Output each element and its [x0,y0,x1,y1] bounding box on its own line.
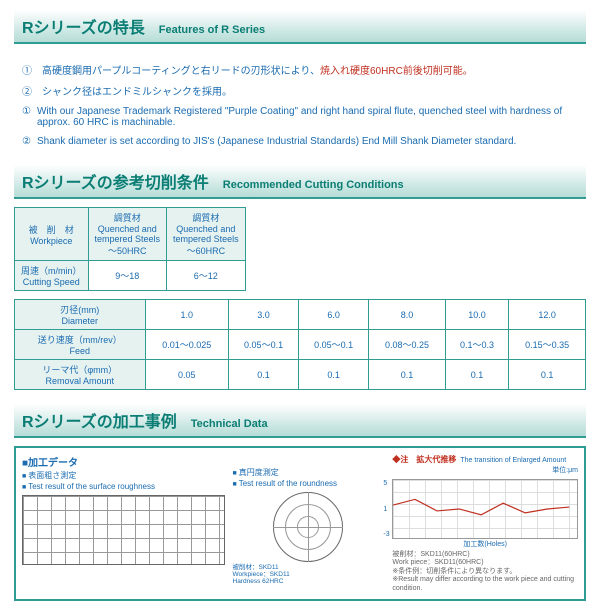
section2-jp: Rシリーズの参考切削条件 [22,169,209,193]
feat-en2-num: ② [22,136,31,147]
t2-h-dia: 刃径(mm)Diameter [15,300,146,330]
section2-en: Recommended Cutting Conditions [223,179,404,191]
feature-en-2: ② Shank diameter is set according to JIS… [22,136,578,147]
feat-jp1-a: ① 高硬度鋼用パープルコーティングと右リードの刃形状により、 [22,66,320,77]
t2-rem-3: 0.1 [369,360,446,390]
section-header-conditions: Rシリーズの参考切削条件 Recommended Cutting Conditi… [14,165,586,199]
r-unit: 単位:μm [392,465,578,475]
t2-dia-4: 10.0 [445,300,508,330]
table-speed: 被 削 材Workpiece 調質材Quenched andtempered S… [14,207,246,291]
t2-rem-0: 0.05 [145,360,229,390]
feat-en1-num: ① [22,106,31,128]
t2-row-dia: 刃径(mm)Diameter 1.0 3.0 6.0 8.0 10.0 12.0 [15,300,586,330]
t2-rem-5: 0.1 [509,360,586,390]
t2-feed-3: 0.08～0.25 [369,330,446,360]
feat-jp1-b: 焼入れ硬度60HRC前後切削可能。 [320,66,473,77]
roundness-chart [273,492,343,562]
t2-dia-0: 1.0 [145,300,229,330]
section-header-technical: Rシリーズの加工事例 Technical Data [14,404,586,438]
t2-feed-1: 0.05～0.1 [229,330,299,360]
x-axis-label: 加工数(Holes) [392,539,578,549]
feature-en-1: ① With our Japanese Trademark Registered… [22,106,578,128]
t1-h-col1: 調質材Quenched andtempered Steels～50HRC [88,208,167,261]
t2-h-feed: 送り速度（mm/rev）Feed [15,330,146,360]
t2-dia-5: 12.0 [509,300,586,330]
tech-title: ■加工データ [22,454,225,469]
panel-roundness: 真円度測定 Test result of the roundness 被削材：S… [233,454,385,593]
table-feed: 刃径(mm)Diameter 1.0 3.0 6.0 8.0 10.0 12.0… [14,299,586,390]
t2-h-rem: リーマ代（φmm）Removal Amount [15,360,146,390]
t2-feed-0: 0.01～0.025 [145,330,229,360]
t2-rem-2: 0.1 [299,360,369,390]
section1-jp: Rシリーズの特長 [22,14,145,38]
section-header-features: Rシリーズの特長 Features of R Series [14,10,586,44]
features-block: ① 高硬度鋼用パープルコーティングと右リードの刃形状により、焼入れ硬度60HRC… [14,52,586,165]
panel-transition: ◆注 拡大代推移The transition of Enlarged Amoun… [392,454,578,593]
m-sub1: 真円度測定 [233,467,385,478]
l-sub2: Test result of the surface roughness [22,482,225,491]
t2-rem-1: 0.1 [229,360,299,390]
t2-row-feed: 送り速度（mm/rev）Feed 0.01～0.025 0.05～0.1 0.0… [15,330,586,360]
t1-h-col2: 調質材Quenched andtempered Steels～60HRC [167,208,246,261]
transition-line-chart: 51-3 [392,479,578,539]
t2-dia-2: 6.0 [299,300,369,330]
t2-rem-4: 0.1 [445,360,508,390]
t2-dia-3: 8.0 [369,300,446,330]
section3-jp: Rシリーズの加工事例 [22,408,177,432]
r-note: ◆注 拡大代推移The transition of Enlarged Amoun… [392,454,578,465]
technical-data-panel: ■加工データ 表面粗さ測定 Test result of the surface… [14,446,586,601]
t2-feed-5: 0.15～0.35 [509,330,586,360]
t1-v1: 9～18 [88,261,167,291]
t1-h-workpiece: 被 削 材Workpiece [15,208,89,261]
r-foot: 被削材：SKD11(60HRC)Work piece：SKD11(60HRC)※… [392,551,578,593]
feat-en2-text: Shank diameter is set according to JIS's… [37,136,516,147]
y-axis-labels: 51-3 [383,480,389,538]
surface-roughness-chart [22,495,225,565]
t1-v2: 6～12 [167,261,246,291]
section1-en: Features of R Series [159,24,265,36]
section3-en: Technical Data [191,418,268,430]
panel-surface-roughness: ■加工データ 表面粗さ測定 Test result of the surface… [22,454,225,593]
tables-block: 被 削 材Workpiece 調質材Quenched andtempered S… [14,207,586,390]
t1-r-speed: 周速（m/min）Cutting Speed [15,261,89,291]
t2-row-rem: リーマ代（φmm）Removal Amount 0.05 0.1 0.1 0.1… [15,360,586,390]
t2-feed-2: 0.05～0.1 [299,330,369,360]
feature-jp-1: ① 高硬度鋼用パープルコーティングと右リードの刃形状により、焼入れ硬度60HRC… [22,62,578,77]
m-sub2: Test result of the roundness [233,479,385,488]
feature-jp-2: ② シャンク径はエンドミルシャンクを採用。 [22,83,578,98]
l-sub1: 表面粗さ測定 [22,470,225,481]
t2-feed-4: 0.1～0.3 [445,330,508,360]
t2-dia-1: 3.0 [229,300,299,330]
feat-en1-text: With our Japanese Trademark Registered "… [37,106,578,128]
m-foot: 被削材：SKD11Workpiece：SKD11Hardness 62HRC [233,564,385,585]
